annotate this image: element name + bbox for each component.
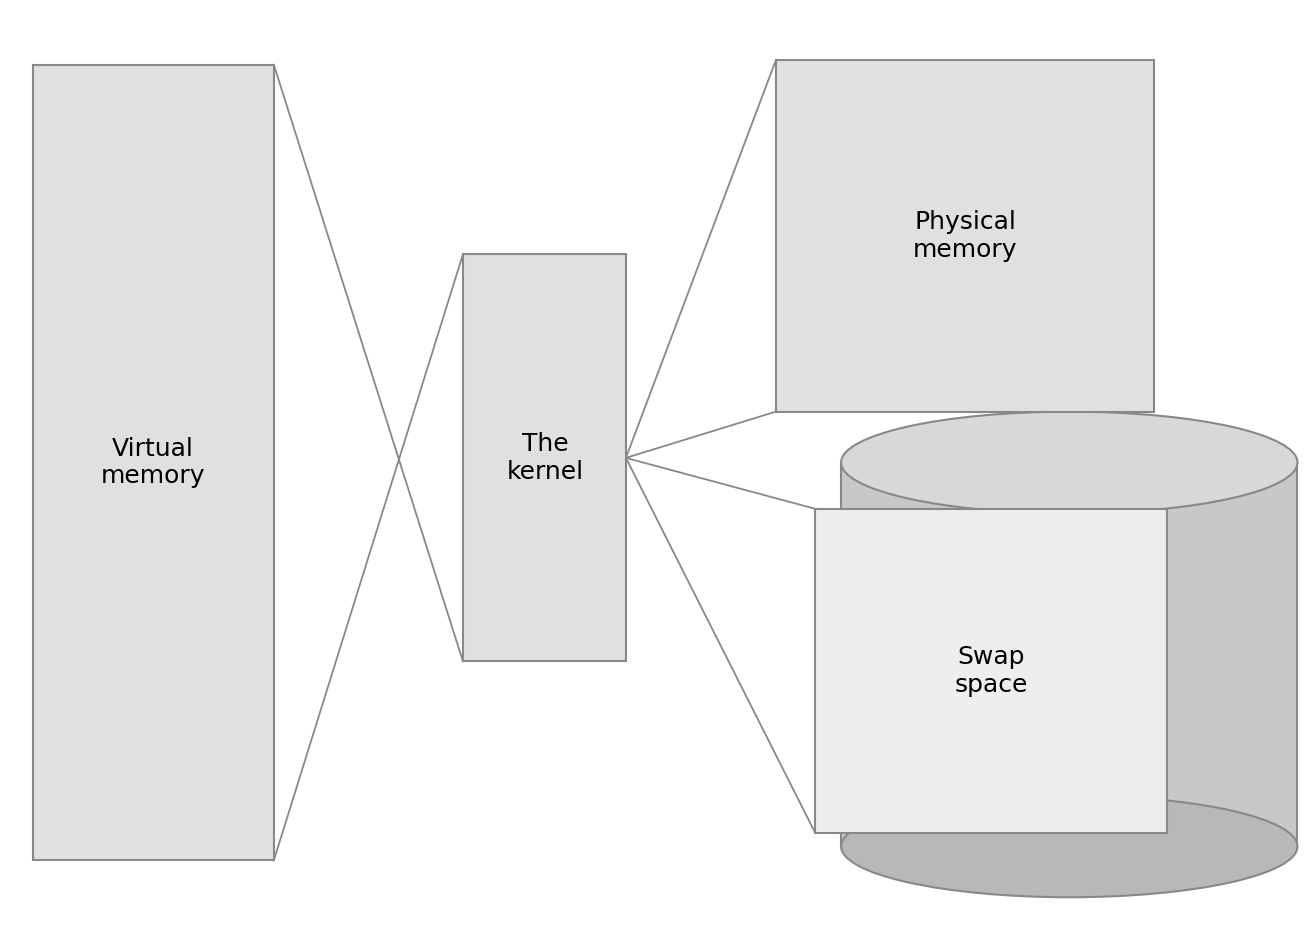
Text: Physical
memory: Physical memory	[913, 210, 1017, 262]
Text: The
kernel: The kernel	[506, 432, 584, 484]
Bar	[33, 65, 274, 860]
Bar	[841, 462, 1297, 846]
Ellipse shape	[841, 796, 1297, 897]
Bar	[776, 60, 1154, 412]
Text: Swap
space: Swap space	[955, 645, 1028, 697]
Bar	[463, 254, 626, 661]
Ellipse shape	[841, 412, 1297, 513]
Text: Virtual
memory: Virtual memory	[100, 437, 205, 488]
Bar	[815, 509, 1167, 832]
